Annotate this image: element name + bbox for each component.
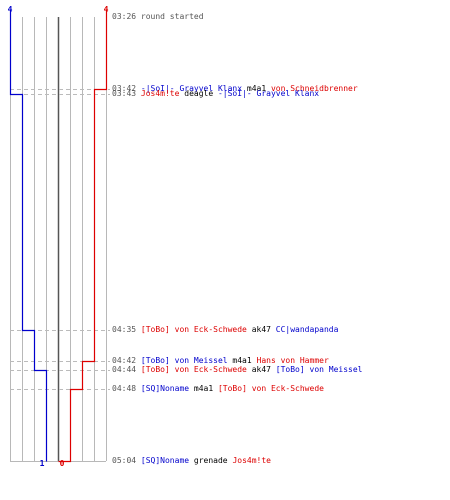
event-time: 03:26 xyxy=(112,12,141,21)
event-log-line: 03:26 round started xyxy=(112,12,204,22)
event-time: 04:44 xyxy=(112,365,141,374)
weapon-name: m4a1 xyxy=(189,384,218,393)
weapon-name: grenade xyxy=(189,456,233,465)
event-log-line: 04:35 [ToBo] von Eck-Schwede ak47 CC|wan… xyxy=(112,325,338,335)
red-start-count: 4 xyxy=(104,5,109,14)
event-log-line: 04:42 [ToBo] von Meissel m4a1 Hans von H… xyxy=(112,356,329,366)
event-time: 03:42 xyxy=(112,84,141,93)
player-name: von Schneidbrenner xyxy=(270,84,358,93)
blue-start-count: 4 xyxy=(8,5,13,14)
player-name: [SQ]Noname xyxy=(140,456,190,465)
event-log-line: 03:43 Jos4m!te deagle -|SoI|- Grayvel Kl… xyxy=(112,89,319,99)
event-log-line: 04:48 [SQ]Noname m4a1 [ToBo] von Eck-Sch… xyxy=(112,384,324,394)
weapon-name: ak47 xyxy=(246,365,276,374)
weapon-name: ak47 xyxy=(246,325,276,334)
event-time: 04:35 xyxy=(112,325,141,334)
player-name: [ToBo] von Meissel xyxy=(140,356,228,365)
player-name: Jos4m!te xyxy=(232,456,271,465)
event-time: 04:42 xyxy=(112,356,141,365)
player-name: CC|wandapanda xyxy=(275,325,339,334)
event-log-line: 05:04 [SQ]Noname grenade Jos4m!te xyxy=(112,456,271,466)
player-name: Jos4m!te xyxy=(140,89,180,98)
player-name: Hans von Hammer xyxy=(256,356,329,365)
event-time: 04:48 xyxy=(112,384,141,393)
player-name: -|SoI|- Grayvel Klanx xyxy=(140,84,243,93)
event-message: round started xyxy=(140,12,204,21)
red-team-alive-line xyxy=(58,10,108,463)
blue-end-count: 1 xyxy=(40,459,45,468)
event-time: 03:43 xyxy=(112,89,141,98)
event-log-line: 04:44 [ToBo] von Eck-Schwede ak47 [ToBo]… xyxy=(112,365,362,375)
weapon-name: deagle xyxy=(179,89,218,98)
player-name: [SQ]Noname xyxy=(140,384,190,393)
player-name: -|SoI|- Grayvel Klanx xyxy=(217,89,320,98)
event-log-line: 03:42 -|SoI|- Grayvel Klanx m4a1 von Sch… xyxy=(112,84,358,94)
blue-team-alive-line xyxy=(9,10,48,462)
weapon-name: m4a1 xyxy=(227,356,257,365)
player-name: [ToBo] von Eck-Schwede xyxy=(217,384,324,393)
player-name: [ToBo] von Eck-Schwede xyxy=(140,325,247,334)
event-time: 05:04 xyxy=(112,456,141,465)
red-end-count: 0 xyxy=(60,459,65,468)
player-name: [ToBo] von Eck-Schwede xyxy=(140,365,247,374)
player-name: [ToBo] von Meissel xyxy=(275,365,363,374)
weapon-name: m4a1 xyxy=(242,84,271,93)
